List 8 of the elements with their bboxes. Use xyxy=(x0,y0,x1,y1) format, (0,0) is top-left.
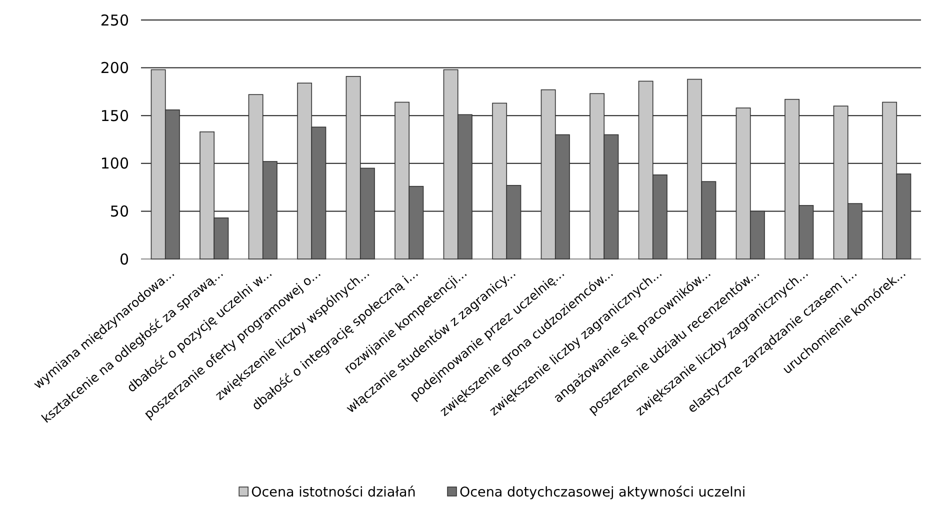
legend-label: Ocena istotności działań xyxy=(251,484,416,501)
y-tick-label: 200 xyxy=(100,59,129,78)
y-tick-label: 0 xyxy=(119,250,129,268)
y-tick-label: 250 xyxy=(100,11,129,30)
y-tick-label: 50 xyxy=(110,202,129,220)
y-tick-label: 100 xyxy=(100,154,129,173)
legend-label: Ocena dotychczasowej aktywności uczelni xyxy=(460,484,746,501)
y-tick-label: 150 xyxy=(100,106,129,125)
